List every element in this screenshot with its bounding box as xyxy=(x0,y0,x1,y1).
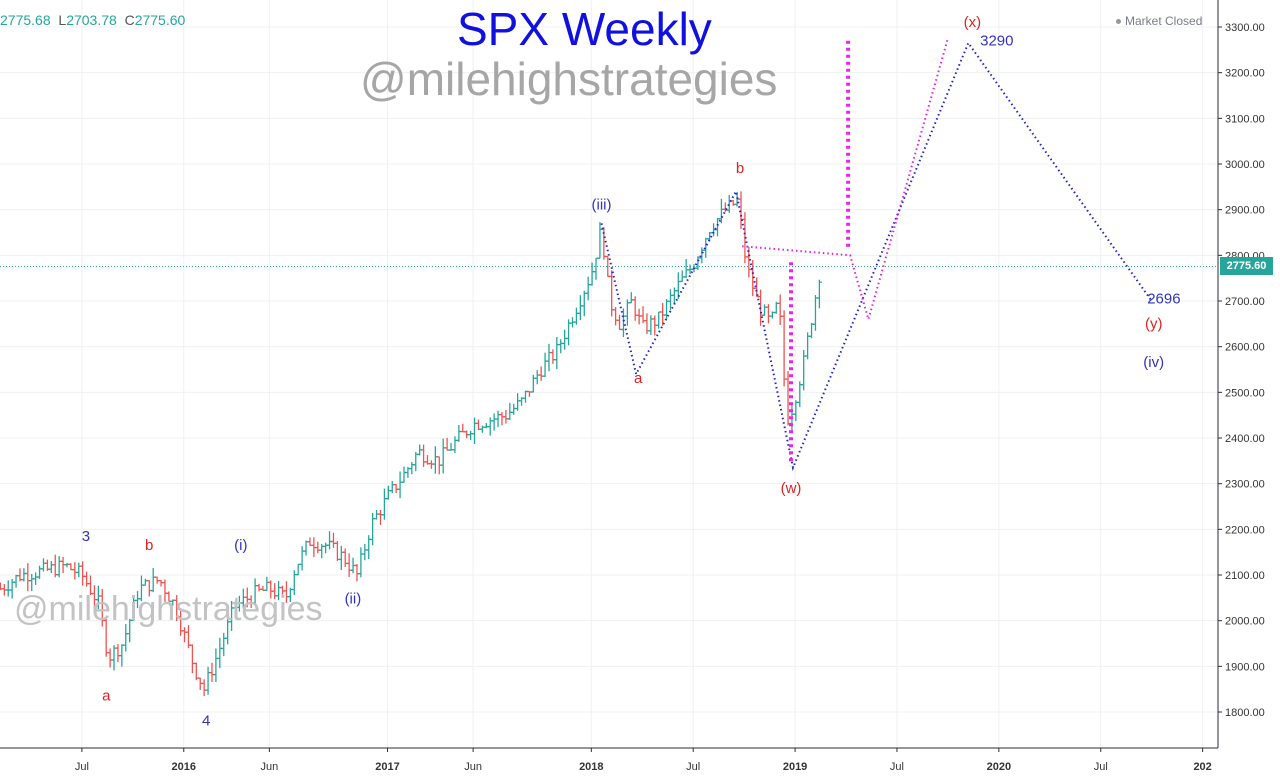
ohlc-low-value: 2703.78 xyxy=(66,12,117,28)
price-axis-bg xyxy=(1218,0,1280,776)
price-axis-label: 2700.00 xyxy=(1225,296,1265,308)
chart-title: SPX Weekly xyxy=(457,3,712,55)
wave-label: a xyxy=(634,370,643,387)
market-status: Market Closed xyxy=(1116,14,1202,28)
wave-label: b xyxy=(145,537,153,554)
time-axis-label: Jul xyxy=(75,761,89,773)
price-axis-label: 2500.00 xyxy=(1225,387,1265,399)
wave-label: (y) xyxy=(1145,315,1163,332)
wave-label: (ii) xyxy=(345,590,362,607)
price-axis-label: 3200.00 xyxy=(1225,68,1265,80)
price-axis-label: 2200.00 xyxy=(1225,524,1265,536)
wave-projection-line xyxy=(600,40,1153,472)
ohlc-close-value: 2775.60 xyxy=(134,12,186,28)
ohlc-close-key: C xyxy=(124,12,135,28)
watermark-top: @milehighstrategies xyxy=(360,53,778,105)
time-axis-label: Jul xyxy=(686,761,700,773)
wave-label: (iii) xyxy=(592,197,612,214)
wave-label: (i) xyxy=(234,537,247,554)
ohlc-high-value: 2775.68 xyxy=(0,12,51,28)
price-axis-label: 3300.00 xyxy=(1225,22,1265,34)
ohlc-readout: 2775.68 L2703.78 C2775.60 xyxy=(0,12,185,28)
wave-label: (x) xyxy=(964,14,982,31)
wave-label: a xyxy=(102,688,111,705)
price-axis-label: 2600.00 xyxy=(1225,342,1265,354)
wave-label: (w) xyxy=(781,480,802,497)
time-axis-label: 2016 xyxy=(172,761,196,773)
price-axis-label: 2100.00 xyxy=(1225,570,1265,582)
time-axis-label: Jun xyxy=(260,761,278,773)
time-axis-label: Jul xyxy=(1094,761,1108,773)
wave-label: b xyxy=(736,160,744,177)
price-axis-label: 3000.00 xyxy=(1225,159,1265,171)
time-axis-label: 2019 xyxy=(783,761,807,773)
wave-projection-line xyxy=(742,38,949,323)
wave-label: 2696 xyxy=(1147,290,1180,307)
wave-label: (iv) xyxy=(1143,354,1164,371)
time-axis-label: 202 xyxy=(1193,761,1211,773)
price-axis-label: 1900.00 xyxy=(1225,661,1265,673)
price-axis-label: 2900.00 xyxy=(1225,205,1265,217)
wave-label: 3 xyxy=(82,528,90,545)
status-dot-icon xyxy=(1116,19,1121,25)
wave-label: 3290 xyxy=(980,32,1013,49)
time-axis-label: 2017 xyxy=(375,761,399,773)
time-axis-label: 2020 xyxy=(987,761,1011,773)
time-axis-label: Jun xyxy=(464,761,482,773)
price-axis-label: 2000.00 xyxy=(1225,616,1265,628)
ohlc-low-key: L xyxy=(58,12,67,28)
price-axis-label: 3100.00 xyxy=(1225,113,1265,125)
price-axis-label: 2400.00 xyxy=(1225,433,1265,445)
time-axis-label: 2018 xyxy=(579,761,603,773)
watermark-bottom: @milehighstrategies xyxy=(14,590,323,628)
price-axis-label: 1800.00 xyxy=(1225,707,1265,719)
last-price-badge: 2775.60 xyxy=(1220,257,1273,275)
wave-label: 4 xyxy=(202,713,210,730)
market-status-text: Market Closed xyxy=(1125,14,1203,28)
price-axis-label: 2300.00 xyxy=(1225,479,1265,491)
time-axis-label: Jul xyxy=(890,761,904,773)
